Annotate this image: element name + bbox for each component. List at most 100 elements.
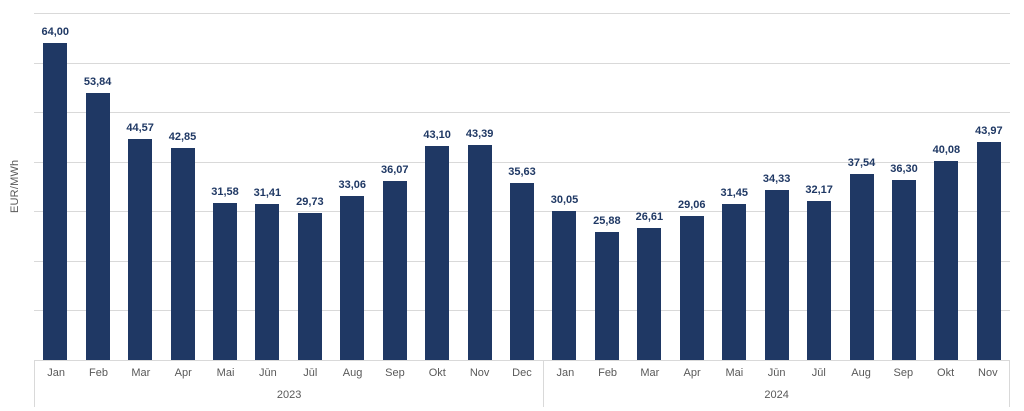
bar bbox=[170, 147, 195, 360]
bar bbox=[255, 204, 280, 360]
month-label: Mar bbox=[640, 367, 660, 379]
month-label: Jūl bbox=[811, 367, 826, 379]
bar-value-label: 36,07 bbox=[380, 164, 409, 177]
bar-slot: 25,88 bbox=[586, 13, 628, 360]
bar-value-label: 43,39 bbox=[465, 127, 494, 140]
gridline bbox=[34, 62, 1010, 64]
month-label: Nov bbox=[469, 367, 490, 379]
bar-slot: 43,97 bbox=[968, 13, 1010, 360]
bar-value-label: 43,97 bbox=[975, 125, 1003, 138]
bar-value-label: 42,85 bbox=[168, 130, 197, 143]
month-label: Apr bbox=[174, 367, 192, 379]
bar-slot: 31,41 bbox=[246, 13, 288, 360]
bar-value-label: 34,33 bbox=[762, 172, 791, 185]
x-axis: Jan Feb Mar Apr Mai Jūn Jūl Aug Sep Okt Nov Dec 2023… bbox=[34, 361, 1010, 407]
month-label: Mai bbox=[216, 367, 235, 379]
month-label: Aug bbox=[342, 367, 363, 379]
bar bbox=[425, 146, 450, 360]
bar-slot: 37,54 bbox=[840, 13, 882, 360]
bar-value-label: 36,30 bbox=[890, 163, 918, 176]
bar-slot: 34,33 bbox=[755, 13, 797, 360]
month-label: Sep bbox=[893, 367, 914, 379]
bar bbox=[297, 212, 322, 360]
bar bbox=[764, 189, 789, 360]
bar bbox=[510, 183, 535, 360]
gridline bbox=[34, 13, 1010, 14]
bar-value-label: 31,41 bbox=[253, 187, 282, 200]
bar-value-label: 26,61 bbox=[635, 211, 664, 224]
bar bbox=[891, 180, 916, 360]
bar-slot: 43,10 bbox=[416, 13, 458, 360]
bar-slot: 35,63 bbox=[501, 13, 543, 360]
bar-value-label: 31,45 bbox=[720, 187, 748, 200]
bar-slot: 29,06 bbox=[671, 13, 713, 360]
bar-slot: 33,06 bbox=[331, 13, 373, 360]
bar-slot: 29,73 bbox=[289, 13, 331, 360]
bar-slot: 43,39 bbox=[458, 13, 500, 360]
bar-slot: 44,57 bbox=[119, 13, 161, 360]
bar-value-label: 35,63 bbox=[508, 166, 536, 179]
month-label: Sep bbox=[385, 367, 405, 379]
bar-slot: 64,00 bbox=[34, 13, 76, 360]
bar-slot: 53,84 bbox=[76, 13, 118, 360]
bar bbox=[552, 211, 577, 360]
bars-layer: 64,00 53,84 44,57 42,85 31,58 31,41 29,73 33,06… bbox=[34, 13, 1010, 360]
bar-value-label: 25,88 bbox=[593, 214, 621, 227]
bar bbox=[679, 215, 704, 360]
bar bbox=[637, 228, 662, 360]
month-label: Feb bbox=[598, 367, 618, 379]
bar-value-label: 29,06 bbox=[678, 198, 706, 211]
month-label: Jan bbox=[556, 367, 575, 379]
bar-value-label: 44,57 bbox=[126, 122, 154, 135]
bar bbox=[43, 42, 68, 360]
bar bbox=[382, 181, 407, 360]
bar bbox=[807, 200, 832, 360]
year-group-2023: Jan Feb Mar Apr Mai Jūn Jūl Aug Sep Okt Nov Dec 2023 bbox=[34, 361, 543, 407]
bar bbox=[128, 139, 153, 360]
bar bbox=[467, 144, 492, 360]
year-label: 2024 bbox=[764, 389, 789, 401]
bar-value-label: 33,06 bbox=[338, 179, 367, 192]
bar-value-label: 53,84 bbox=[83, 76, 112, 89]
bar-value-label: 40,08 bbox=[932, 144, 961, 157]
bar-slot: 32,17 bbox=[798, 13, 840, 360]
month-label: Dec bbox=[512, 367, 532, 379]
bar bbox=[594, 231, 619, 360]
bar-slot: 26,61 bbox=[628, 13, 670, 360]
year-group-2024: Jan Feb Mar Apr Mai Jūn Jūl Aug Sep Okt Nov 2024 bbox=[543, 361, 1010, 407]
gridline bbox=[34, 112, 1010, 114]
month-label: Okt bbox=[428, 367, 446, 379]
bar bbox=[722, 204, 747, 360]
month-label: Jan bbox=[47, 367, 66, 379]
bar-value-label: 64,00 bbox=[41, 25, 69, 38]
bar-value-label: 37,54 bbox=[847, 156, 876, 169]
bar-slot: 31,45 bbox=[713, 13, 755, 360]
month-label: Jūn bbox=[259, 367, 277, 379]
month-label: Jūl bbox=[303, 367, 318, 379]
bar-value-label: 43,10 bbox=[423, 129, 451, 142]
month-label: Okt bbox=[937, 367, 955, 379]
bar bbox=[976, 142, 1001, 360]
month-label: Jūn bbox=[767, 367, 786, 379]
plot-area: 64,00 53,84 44,57 42,85 31,58 31,41 29,73 33,06… bbox=[34, 13, 1010, 361]
bar-slot: 30,05 bbox=[543, 13, 585, 360]
bar bbox=[340, 196, 365, 360]
month-label: Mar bbox=[131, 367, 151, 379]
bar bbox=[849, 173, 874, 360]
months-row: Jan Feb Mar Apr Mai Jūn Jūl Aug Sep Okt Nov Dec bbox=[35, 361, 543, 385]
bar bbox=[212, 203, 237, 360]
month-label: Aug bbox=[851, 367, 871, 379]
y-axis-title: EUR/MWh bbox=[9, 159, 21, 214]
bar-slot: 31,58 bbox=[204, 13, 246, 360]
bar bbox=[934, 161, 959, 360]
year-label: 2023 bbox=[276, 389, 302, 401]
bar-slot: 36,30 bbox=[883, 13, 925, 360]
bar-value-label: 30,05 bbox=[550, 194, 579, 207]
bar-slot: 42,85 bbox=[161, 13, 203, 360]
bar-value-label: 29,73 bbox=[296, 195, 324, 208]
bar-value-label: 32,17 bbox=[805, 183, 833, 196]
bar-slot: 40,08 bbox=[925, 13, 967, 360]
bar-slot: 36,07 bbox=[374, 13, 416, 360]
bar-value-label: 31,58 bbox=[211, 186, 239, 199]
